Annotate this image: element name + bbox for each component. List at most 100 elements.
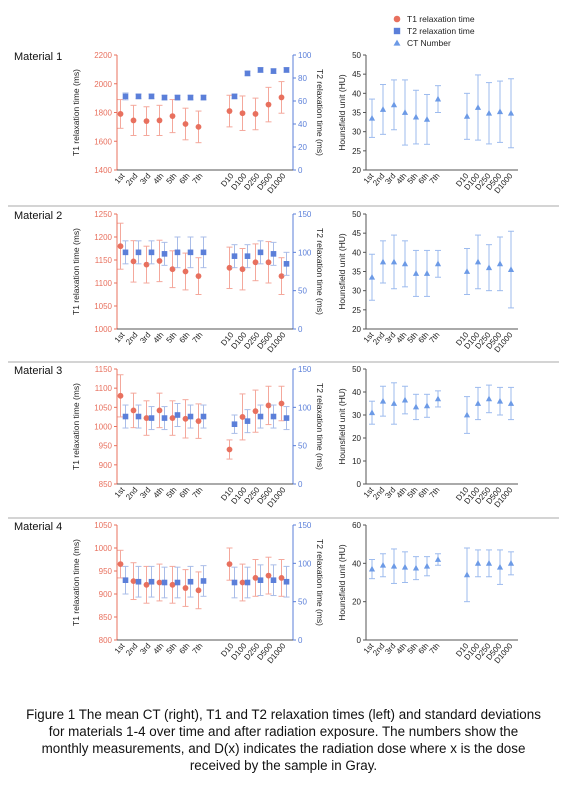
- material-3-panel: Material 3 85090095010001050110011500501…: [14, 365, 518, 509]
- t2-point: [148, 578, 155, 585]
- t1-point: [143, 581, 150, 588]
- t1-point: [239, 414, 246, 420]
- ct-point: [401, 109, 409, 115]
- legend-t2-label: T2 relaxation time: [407, 26, 475, 36]
- ct-point: [507, 560, 515, 566]
- ct-point: [485, 264, 493, 271]
- t2-point: [270, 68, 277, 74]
- ct-y-tick-label: 30: [352, 287, 361, 296]
- t2-point: [174, 249, 181, 256]
- relaxation-xtick-label: 3rd: [138, 172, 152, 187]
- t2-point: [283, 578, 290, 585]
- ct-y-tick-label: 50: [352, 51, 361, 60]
- ct-y-tick-label: 30: [352, 411, 361, 420]
- t2-point: [231, 579, 238, 586]
- t2-point: [200, 249, 207, 256]
- ct-point: [401, 563, 409, 570]
- relaxation-xtick-label: 7th: [190, 331, 204, 345]
- relaxation-xtick-label: 2nd: [124, 642, 139, 658]
- t1-point: [278, 575, 285, 581]
- t1-point: [130, 117, 137, 124]
- relaxation-xtick-label: 7th: [190, 172, 204, 186]
- material-2-title: Material 2: [14, 210, 62, 222]
- relaxation-xtick-label: 4th: [151, 642, 165, 656]
- ct-point: [463, 411, 471, 418]
- ct-point: [434, 556, 442, 562]
- relaxation-xtick-label: 6th: [177, 172, 191, 186]
- ct-y-tick-label: 20: [352, 166, 361, 175]
- ct-point: [379, 106, 387, 112]
- relaxation-left-tick-label: 1150: [95, 365, 113, 374]
- t1-point: [195, 273, 202, 279]
- ct-y-tick-label: 35: [352, 109, 361, 118]
- t2-point: [187, 413, 194, 420]
- relaxation-left-tick-label: 1150: [95, 256, 113, 265]
- t1-point: [182, 415, 189, 422]
- t1-point: [130, 407, 137, 414]
- relaxation-right-tick-label: 50: [298, 442, 307, 451]
- ct-point: [412, 403, 420, 410]
- ct-point: [474, 258, 482, 265]
- ct-y-tick-label: 40: [352, 248, 361, 257]
- ct-point: [379, 258, 387, 265]
- relaxation-right-tick-label: 100: [298, 559, 312, 568]
- t1-point: [265, 572, 272, 579]
- ct-y-axis-label: Hounsfield unit (HU): [337, 544, 347, 621]
- relaxation-xtick-label: 3rd: [138, 642, 152, 657]
- ct-point: [412, 564, 420, 571]
- ct-point: [463, 571, 471, 578]
- t1-point: [143, 415, 150, 421]
- relaxation-left-tick-label: 1600: [94, 137, 112, 146]
- t1-point: [195, 418, 202, 425]
- relaxation-xtick-label: 7th: [190, 486, 204, 500]
- t1-point: [156, 117, 163, 124]
- t1-point: [143, 118, 150, 125]
- ct-point: [485, 395, 493, 402]
- t2-point: [135, 249, 142, 256]
- t1-point: [117, 243, 124, 250]
- ct-y-tick-label: 20: [352, 434, 361, 443]
- ct-y-tick-label: 35: [352, 268, 361, 277]
- t1-point: [182, 585, 189, 591]
- relaxation-xtick-label: 3rd: [138, 486, 152, 501]
- ct-point: [368, 565, 376, 572]
- relaxation-right-tick-label: 40: [298, 120, 307, 129]
- ct-point: [390, 400, 398, 406]
- relaxation-right-axis-label: T2 relaxation time (ms): [315, 383, 325, 470]
- relaxation-left-tick-label: 1000: [94, 544, 112, 553]
- relaxation-right-tick-label: 0: [298, 166, 303, 175]
- t1-point: [278, 273, 285, 279]
- ct-point: [496, 397, 504, 404]
- relaxation-right-tick-label: 100: [298, 51, 312, 60]
- t2-point: [122, 249, 129, 256]
- legend-ct-label: CT Number: [407, 38, 451, 48]
- ct-point: [368, 273, 376, 280]
- ct-y-tick-label: 40: [352, 89, 361, 98]
- relaxation-left-tick-label: 1250: [94, 210, 112, 219]
- legend-ct-marker: [393, 39, 401, 46]
- t2-point: [244, 70, 251, 77]
- legend-item-t1: T1 relaxation time: [393, 14, 475, 24]
- relaxation-left-tick-label: 1400: [94, 166, 112, 175]
- ct-y-tick-label: 45: [352, 70, 361, 79]
- ct-point: [423, 116, 431, 122]
- ct-point: [368, 114, 376, 121]
- relaxation-xtick-label: 4th: [151, 172, 165, 186]
- relaxation-left-tick-label: 850: [99, 613, 113, 622]
- t1-point: [143, 261, 150, 268]
- relaxation-right-tick-label: 0: [298, 325, 303, 334]
- ct-point: [412, 270, 420, 276]
- t2-point: [161, 94, 168, 101]
- t2-point: [283, 415, 290, 421]
- material-1-title: Material 1: [14, 51, 62, 63]
- material-2-panel: Material 2 10001050110011501200125005010…: [14, 210, 518, 354]
- ct-point: [463, 268, 471, 274]
- ct-point: [423, 270, 431, 276]
- t1-point: [278, 400, 285, 407]
- relaxation-right-tick-label: 50: [298, 598, 307, 607]
- ct-point: [485, 560, 493, 566]
- t2-point: [244, 253, 251, 259]
- relaxation-left-tick-label: 850: [99, 480, 113, 489]
- figure-caption: Figure 1 The mean CT (right), T1 and T2 …: [26, 707, 541, 773]
